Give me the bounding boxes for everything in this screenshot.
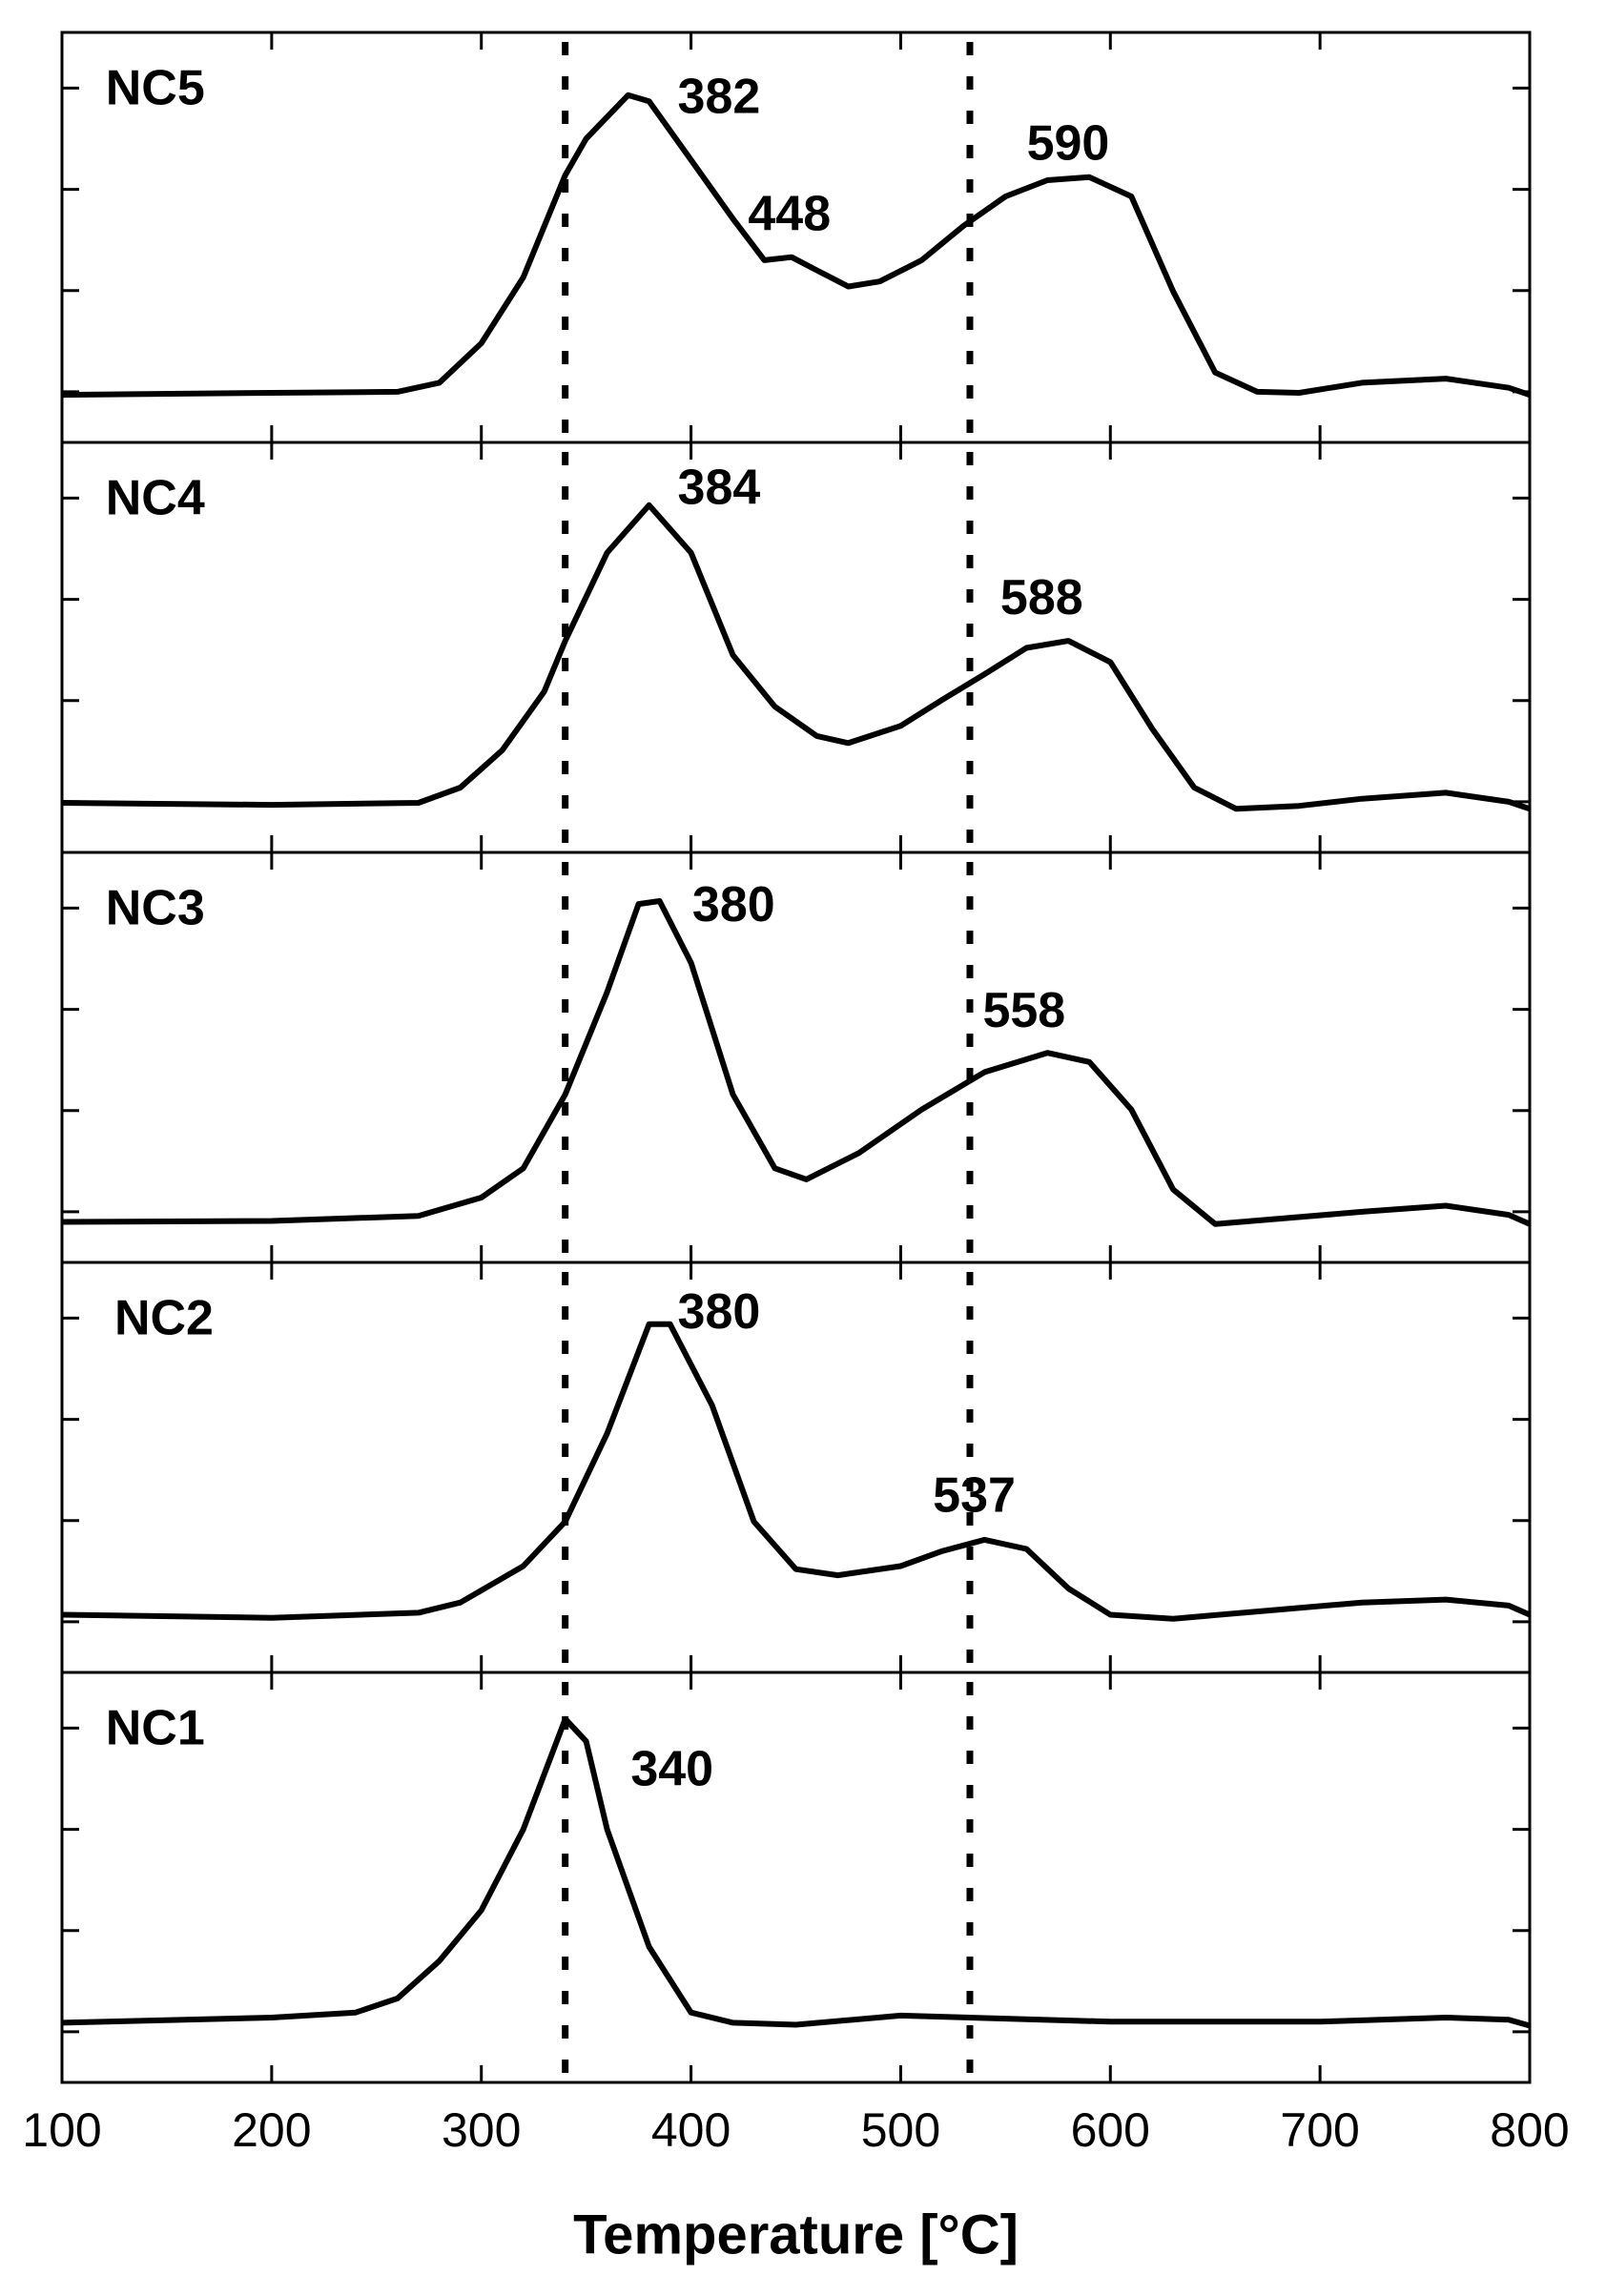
peak-label: 590	[1027, 116, 1110, 172]
curve	[61, 502, 1531, 812]
panel-title: NC4	[106, 470, 205, 525]
x-tick-label: 600	[1071, 2103, 1150, 2157]
peak-label: 558	[982, 983, 1065, 1038]
x-axis-title: Temperature [°C]	[573, 2204, 1019, 2265]
panel-title: NC1	[106, 1700, 205, 1755]
x-tick-label: 800	[1490, 2103, 1569, 2157]
curve	[61, 1321, 1532, 1622]
curve	[61, 1715, 1531, 2029]
x-tick-label: 200	[232, 2103, 311, 2157]
peak-label: 588	[1000, 570, 1083, 625]
panel-frame	[60, 1671, 1532, 2084]
panel-title: NC3	[106, 880, 205, 935]
x-tick-label: 400	[651, 2103, 731, 2157]
peak-label: 380	[692, 877, 775, 933]
x-tick-label: 500	[861, 2103, 940, 2157]
peak-label: 382	[678, 69, 761, 124]
curve	[61, 92, 1531, 399]
peak-label: 448	[748, 187, 831, 242]
peak-label: 537	[933, 1467, 1016, 1523]
peak-label: 340	[630, 1741, 713, 1796]
panel-title: NC2	[114, 1290, 214, 1345]
x-tick-label: 700	[1280, 2103, 1359, 2157]
peak-label: 384	[678, 460, 761, 515]
panel-title: NC5	[106, 60, 205, 115]
panel-frame	[60, 441, 1532, 854]
x-tick-label: 100	[22, 2103, 101, 2157]
panel-frame	[60, 851, 1532, 1264]
curve	[61, 898, 1532, 1227]
panel-frame	[60, 1261, 1532, 1674]
peak-label: 380	[678, 1284, 761, 1340]
x-tick-label: 300	[442, 2103, 521, 2157]
